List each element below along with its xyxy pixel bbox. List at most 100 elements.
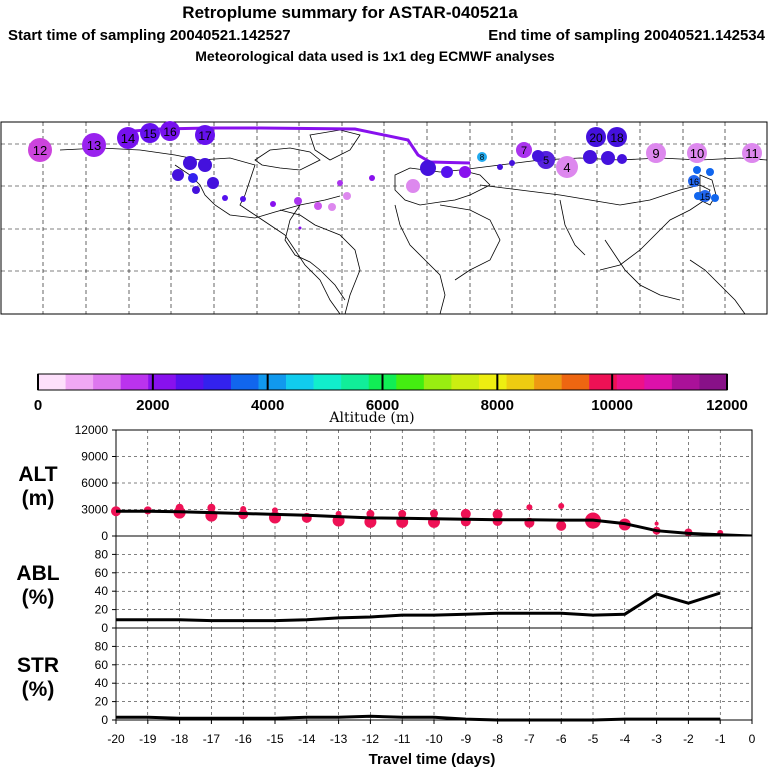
y-tick-label: 6000 bbox=[81, 476, 108, 490]
cluster-17 bbox=[195, 125, 215, 145]
altitude-marker bbox=[430, 509, 438, 518]
x-axis-title: Travel time (days) bbox=[369, 751, 496, 768]
cluster-label: 12 bbox=[33, 143, 47, 158]
panel-ylabel-units: (m) bbox=[22, 487, 55, 510]
y-tick-label: 3000 bbox=[81, 503, 108, 517]
cluster-label: 10 bbox=[690, 146, 704, 161]
x-tick-label: -7 bbox=[524, 732, 535, 746]
colorbar-swatch bbox=[561, 374, 590, 390]
altitude-marker bbox=[240, 506, 247, 513]
panel-ylabel-units: (%) bbox=[22, 678, 55, 701]
series-line bbox=[116, 714, 721, 722]
altitude-marker bbox=[654, 521, 659, 526]
plume-clusters: 12 13 14 15 16 17 20 18 9 10 11 4 5 bbox=[28, 121, 762, 230]
centroid-dot bbox=[207, 177, 219, 189]
centroid-dot bbox=[198, 158, 212, 172]
cluster-8 bbox=[477, 152, 487, 162]
centroid-dot bbox=[693, 166, 701, 174]
colorbar-swatch bbox=[396, 374, 425, 390]
centroid-dot bbox=[459, 166, 471, 178]
colorbar-swatch bbox=[313, 374, 342, 390]
x-tick-label: -16 bbox=[235, 732, 253, 746]
centroid-dot bbox=[240, 196, 246, 202]
time-series-panels: 030006000900012000ALT(m)020406080ABL(%)0… bbox=[16, 423, 755, 746]
altitude-marker bbox=[460, 508, 471, 519]
colorbar-swatch bbox=[671, 374, 700, 390]
y-tick-label: 0 bbox=[101, 713, 108, 727]
altitude-marker bbox=[556, 520, 567, 531]
colorbar-swatch bbox=[148, 374, 177, 390]
y-tick-label: 20 bbox=[95, 695, 109, 709]
cluster-12 bbox=[28, 138, 52, 162]
x-tick-label: -3 bbox=[651, 732, 662, 746]
centroid-dot bbox=[298, 226, 302, 230]
start-time-label: Start time of sampling 20040521.142527 bbox=[8, 27, 291, 44]
cluster-label: 9 bbox=[652, 146, 659, 161]
centroid-dot bbox=[369, 175, 375, 181]
cluster-20 bbox=[586, 127, 606, 147]
x-tick-label: -1 bbox=[715, 732, 726, 746]
cluster-14 bbox=[117, 127, 139, 149]
panel-frame bbox=[115, 535, 753, 629]
centroid-dot bbox=[420, 160, 436, 176]
centroid-dot bbox=[711, 194, 719, 202]
altitude-marker bbox=[175, 503, 184, 512]
series-line bbox=[116, 509, 753, 538]
centroid-dot bbox=[694, 192, 702, 200]
y-tick-label: 60 bbox=[95, 566, 109, 580]
x-tick-label: -12 bbox=[362, 732, 380, 746]
cluster-label: 15 bbox=[700, 192, 710, 202]
colorbar-label: Altitude (m) bbox=[328, 410, 414, 426]
panel-ylabel: ABL bbox=[16, 562, 59, 585]
y-tick-label: 60 bbox=[95, 658, 109, 672]
altitude-marker bbox=[207, 503, 216, 512]
x-tick-label: -20 bbox=[107, 732, 125, 746]
altitude-marker bbox=[366, 509, 375, 518]
colorbar-swatch bbox=[644, 374, 673, 390]
centroid-dot bbox=[294, 197, 302, 205]
altitude-marker bbox=[272, 507, 278, 514]
x-tick-label: -18 bbox=[171, 732, 189, 746]
centroid-dot bbox=[172, 169, 184, 181]
colorbar-tick-label: 4000 bbox=[251, 397, 284, 414]
colorbar-tick-label: 8000 bbox=[481, 397, 514, 414]
x-tick-label: -9 bbox=[460, 732, 471, 746]
y-tick-label: 0 bbox=[101, 529, 108, 543]
panel-ylabel: STR bbox=[17, 654, 59, 677]
colorbar-swatch bbox=[699, 374, 728, 390]
colorbar-swatch bbox=[423, 374, 452, 390]
y-tick-label: 40 bbox=[95, 676, 109, 690]
colorbar-tick-label: 0 bbox=[34, 397, 42, 414]
colorbar-tick-label: 12000 bbox=[706, 397, 748, 414]
panel-ylabel: ALT bbox=[18, 463, 57, 486]
colorbar-swatch bbox=[175, 374, 204, 390]
centroid-dot bbox=[509, 160, 515, 166]
colorbar-swatch bbox=[616, 374, 645, 390]
cluster-15 bbox=[140, 123, 160, 143]
colorbar-swatch bbox=[65, 374, 94, 390]
cluster-4 bbox=[556, 156, 578, 178]
colorbar-swatch bbox=[341, 374, 370, 390]
y-tick-label: 80 bbox=[95, 547, 109, 561]
cluster-18 bbox=[607, 127, 627, 147]
cluster-11 bbox=[742, 143, 762, 163]
cluster-label: 4 bbox=[563, 160, 570, 175]
y-tick-label: 0 bbox=[101, 621, 108, 635]
y-tick-label: 80 bbox=[95, 639, 109, 653]
altitude-marker bbox=[558, 502, 565, 509]
x-tick-label: -19 bbox=[139, 732, 157, 746]
centroid-dot bbox=[601, 151, 615, 165]
centroid-dot bbox=[270, 201, 276, 207]
centroid-dot bbox=[441, 166, 453, 178]
cluster-label: 14 bbox=[121, 131, 135, 146]
altitude-marker bbox=[492, 509, 503, 520]
cluster-label: 16 bbox=[689, 177, 699, 187]
cluster-label: 13 bbox=[87, 138, 101, 153]
cluster-label: 11 bbox=[745, 146, 759, 161]
cluster-label: 7 bbox=[521, 145, 527, 157]
x-tick-label: -2 bbox=[683, 732, 694, 746]
centroid-dot bbox=[192, 186, 200, 194]
x-tick-label: -15 bbox=[266, 732, 284, 746]
x-tick-label: -14 bbox=[298, 732, 316, 746]
